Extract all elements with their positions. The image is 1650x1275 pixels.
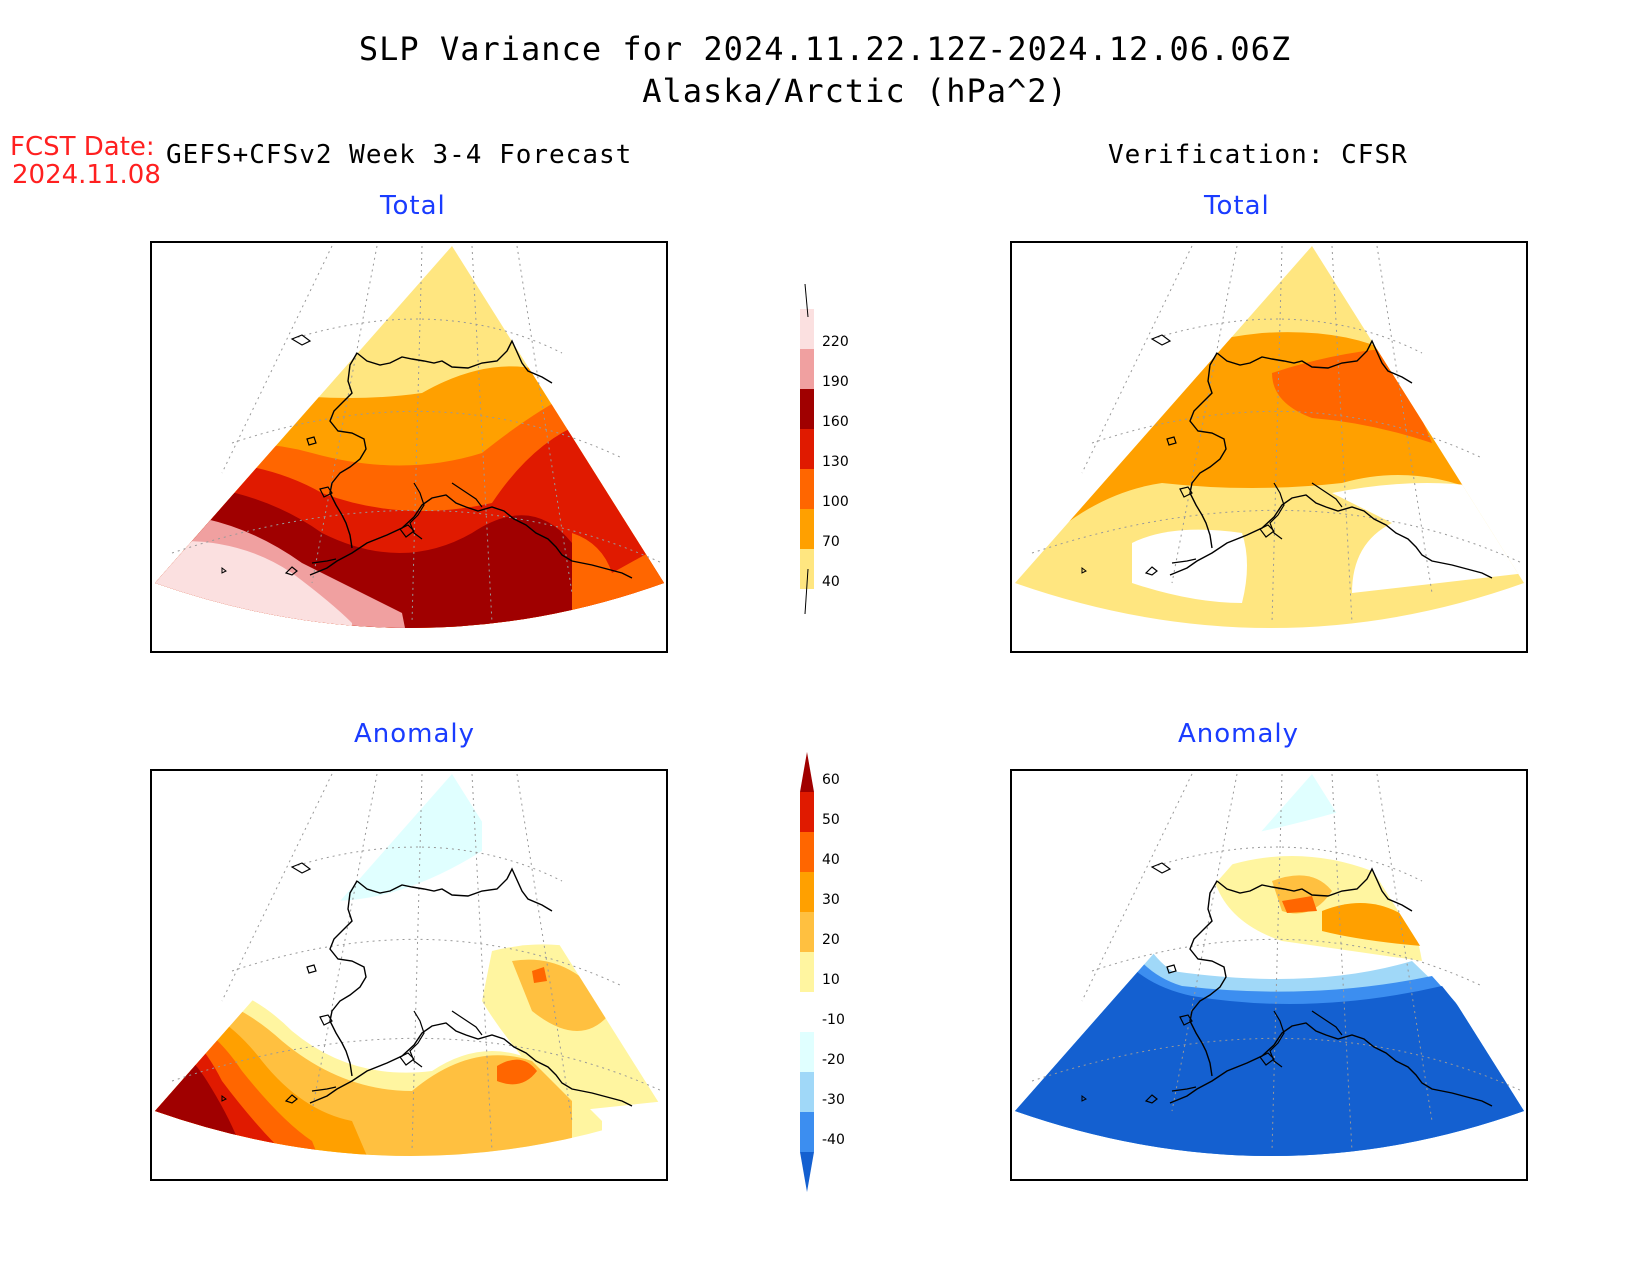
colorbar-anomaly-swatch bbox=[800, 1152, 814, 1192]
chart-subtitle: Alaska/Arctic (hPa^2) bbox=[642, 72, 1068, 110]
map-forecast-total bbox=[150, 241, 668, 653]
right-column-title: Verification: CFSR bbox=[1108, 140, 1408, 170]
colorbar-anomaly-swatch bbox=[800, 872, 814, 912]
colorbar-anomaly-label: -10 bbox=[822, 1012, 845, 1028]
colorbar-total-swatch bbox=[800, 309, 814, 349]
colorbar-anomaly-swatch bbox=[800, 792, 814, 832]
chart-title: SLP Variance for 2024.11.22.12Z-2024.12.… bbox=[358, 30, 1292, 68]
colorbar-anomaly bbox=[797, 752, 817, 1196]
colorbar-anomaly-label: 20 bbox=[822, 932, 840, 948]
colorbar-total-label: 40 bbox=[822, 574, 840, 590]
colorbar-anomaly-swatch bbox=[800, 832, 814, 872]
colorbar-anomaly-label: -20 bbox=[822, 1052, 845, 1068]
colorbar-total-swatch bbox=[800, 469, 814, 509]
map-verification-total bbox=[1010, 241, 1528, 653]
colorbar-anomaly-label: 40 bbox=[822, 852, 840, 868]
colorbar-anomaly-label: 10 bbox=[822, 972, 840, 988]
colorbar-anomaly-swatch bbox=[800, 1072, 814, 1112]
colorbar-total-swatch bbox=[800, 349, 814, 389]
fcst-label: FCST Date: bbox=[10, 132, 155, 162]
colorbar-anomaly-swatch bbox=[800, 912, 814, 952]
colorbar-total-label: 130 bbox=[822, 454, 849, 470]
left-column-title: GEFS+CFSv2 Week 3-4 Forecast bbox=[166, 140, 633, 170]
colorbar-anomaly-swatch bbox=[800, 752, 814, 792]
colorbar-total bbox=[797, 283, 817, 618]
colorbar-total-label: 100 bbox=[822, 494, 849, 510]
colorbar-total-label: 220 bbox=[822, 334, 849, 350]
panel-title-bottom-right: Anomaly bbox=[1178, 719, 1300, 749]
colorbar-total-swatch bbox=[800, 509, 814, 549]
panel-title-bottom-left: Anomaly bbox=[354, 719, 476, 749]
colorbar-anomaly-label: -40 bbox=[822, 1132, 845, 1148]
fcst-date: 2024.11.08 bbox=[12, 160, 161, 190]
panel-title-top-right: Total bbox=[1204, 191, 1270, 221]
colorbar-anomaly-swatch bbox=[800, 952, 814, 992]
colorbar-anomaly-swatch bbox=[800, 1112, 814, 1152]
colorbar-anomaly-swatch bbox=[800, 1032, 814, 1072]
colorbar-total-label: 160 bbox=[822, 414, 849, 430]
colorbar-total-swatch bbox=[800, 429, 814, 469]
colorbar-anomaly-label: 50 bbox=[822, 812, 840, 828]
panel-title-top-left: Total bbox=[380, 191, 446, 221]
colorbar-anomaly-label: -30 bbox=[822, 1092, 845, 1108]
map-forecast-anomaly bbox=[150, 769, 668, 1181]
colorbar-anomaly-label: 60 bbox=[822, 772, 840, 788]
colorbar-anomaly-swatch bbox=[800, 992, 814, 1032]
map-verification-anomaly bbox=[1010, 769, 1528, 1181]
colorbar-anomaly-label: 30 bbox=[822, 892, 840, 908]
colorbar-total-label: 70 bbox=[822, 534, 840, 550]
colorbar-total-swatch bbox=[800, 549, 814, 589]
colorbar-total-swatch bbox=[800, 389, 814, 429]
colorbar-total-label: 190 bbox=[822, 374, 849, 390]
